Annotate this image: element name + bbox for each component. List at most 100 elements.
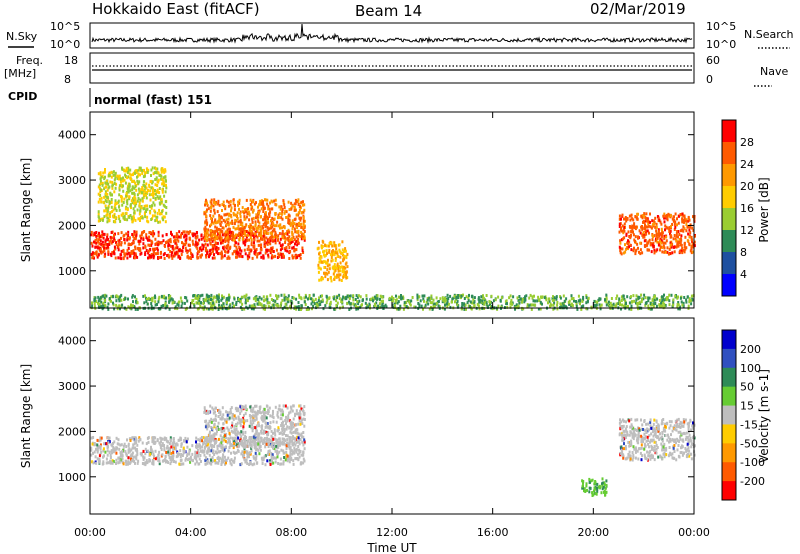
range-gate-cell [229,245,232,249]
range-gate-cell [685,218,688,222]
range-gate-cell [296,435,299,439]
range-gate-cell [154,296,157,300]
range-gate-cell [125,205,128,209]
range-gate-cell [201,449,204,453]
range-gate-cell [239,218,242,222]
range-gate-cell [281,298,284,302]
range-gate-cell [218,450,220,454]
range-gate-cell [273,235,275,239]
range-gate-cell [212,244,214,248]
range-gate-cell [205,218,208,222]
range-gate-cell [641,216,644,220]
range-gate-cell [274,456,277,460]
range-gate-cell [268,227,271,231]
range-gate-cell [509,302,512,306]
range-gate-cell [105,179,108,183]
range-gate-cell [296,243,299,247]
range-gate-cell [103,299,106,303]
range-gate-cell [517,299,520,302]
range-gate-cell [248,251,251,255]
range-gate-cell [151,296,154,300]
range-gate-cell [106,216,109,220]
range-gate-cell [319,303,322,306]
range-gate-cell [336,264,339,268]
range-gate-cell [372,299,374,303]
range-gate-cell [282,451,285,455]
range-gate-cell [439,297,442,301]
range-gate-cell [276,235,279,239]
range-gate-cell [151,204,153,208]
range-gate-cell [111,294,114,298]
range-gate-cell [239,234,242,237]
range-gate-cell [365,294,368,298]
range-gate-cell [93,240,95,244]
range-gate-cell [340,279,343,282]
range-gate-cell [348,294,351,298]
range-gate-cell [117,232,120,236]
range-gate-cell [624,216,627,219]
range-gate-cell [241,302,244,306]
range-gate-cell [100,188,103,192]
range-gate-cell [303,440,306,444]
range-gate-cell [109,239,112,243]
range-gate-cell [152,194,155,198]
range-gate-cell [482,294,484,298]
range-gate-cell [194,296,197,300]
range-gate-cell [688,299,691,302]
range-gate-cell [644,301,647,305]
range-gate-cell [192,459,194,463]
range-gate-cell [109,215,112,219]
range-gate-cell [266,198,269,202]
range-gate-cell [223,245,226,249]
range-gate-cell [254,439,256,443]
range-gate-cell [270,248,273,252]
range-gate-cell [301,440,304,444]
range-gate-cell [303,296,306,300]
range-gate-cell [288,208,291,211]
range-gate-cell [182,246,185,249]
range-gate-cell [289,238,292,242]
range-gate-cell [160,448,163,451]
range-gate-cell [278,241,281,245]
range-gate-cell [186,250,189,254]
range-gate-cell [585,301,588,305]
range-gate-cell [285,444,288,448]
range-gate-cell [259,251,262,255]
range-gate-cell [130,206,132,210]
range-gate-cell [113,245,116,249]
range-gate-cell [126,248,129,252]
range-gate-cell [225,297,228,301]
range-gate-cell [162,176,165,180]
range-gate-cell [332,297,335,301]
range-gate-cell [219,228,222,232]
range-gate-cell [635,294,638,298]
range-gate-cell [656,240,659,244]
range-gate-cell [276,452,279,456]
range-gate-cell [226,238,229,242]
range-gate-cell [201,439,203,443]
range-gate-cell [279,440,282,444]
range-gate-cell [157,458,160,462]
range-gate-cell [251,217,254,221]
range-gate-cell [118,459,121,462]
range-gate-cell [108,243,111,246]
range-gate-cell [173,300,176,304]
range-gate-cell [219,241,222,245]
range-gate-cell [226,235,229,239]
range-gate-cell [255,448,258,452]
range-gate-cell [226,228,229,232]
range-gate-cell [169,436,172,440]
range-gate-cell [205,210,208,213]
colorbar-tick-label: 28 [740,136,754,149]
velocity-heatmap [90,404,696,497]
range-gate-cell [222,200,225,204]
range-gate-cell [257,448,260,452]
range-gate-cell [207,422,210,426]
range-gate-cell [301,203,304,207]
range-gate-cell [205,198,207,202]
range-gate-cell [529,303,532,307]
range-gate-cell [664,224,667,228]
range-gate-cell [193,456,196,460]
range-gate-cell [637,307,639,311]
range-gate-cell [213,238,216,242]
